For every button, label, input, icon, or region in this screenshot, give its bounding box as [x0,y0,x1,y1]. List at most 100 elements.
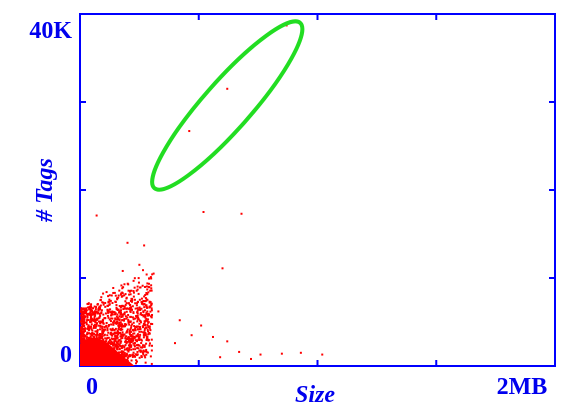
data-point [92,335,95,338]
data-point [96,318,99,321]
data-point [139,286,142,289]
data-point [238,350,241,353]
data-point [120,304,123,307]
data-point [123,283,126,286]
data-point [132,332,135,335]
data-point [83,330,86,333]
data-point [133,337,136,340]
data-point [125,352,128,355]
data-point [100,321,103,324]
data-point [136,307,139,310]
data-point [128,355,131,358]
data-point [130,289,133,292]
data-point [82,312,85,315]
data-point [121,333,124,336]
data-point [129,337,132,340]
data-point [150,322,153,325]
data-point [136,328,139,331]
data-point [107,311,110,314]
data-point [91,313,94,316]
data-point [103,326,106,329]
data-point [91,331,94,334]
data-point [82,315,85,318]
data-point [143,344,146,347]
data-point [221,267,224,270]
data-point [101,301,104,304]
data-point [104,312,107,315]
data-point [145,312,148,315]
data-point [102,303,105,306]
data-point [125,342,128,345]
data-point [145,317,148,320]
data-point [80,310,83,313]
data-point [114,339,117,342]
data-point [92,312,95,315]
data-point [139,349,142,352]
data-point [86,302,89,305]
data-point [114,332,117,335]
data-point [136,333,139,336]
data-point [82,333,85,336]
data-point [129,299,132,302]
data-point [143,309,146,312]
data-point [136,285,139,288]
data-point [141,325,144,328]
data-point [119,328,122,331]
data-point [106,329,109,332]
data-point [107,316,110,319]
data-point [128,293,131,296]
data-point [135,289,138,292]
data-point [123,352,126,355]
data-point [146,310,149,313]
data-point [128,290,131,293]
data-point [113,313,116,316]
data-point [118,326,121,329]
data-point [299,351,302,354]
data-point [132,291,135,294]
data-point [134,302,137,305]
data-point [102,328,105,331]
data-point [128,343,131,346]
data-point [80,331,83,334]
data-point [134,317,137,320]
data-point [109,308,112,311]
data-point [146,320,149,323]
data-point [110,323,113,326]
data-point [106,304,109,307]
data-point [133,342,136,345]
data-point [100,312,103,315]
axes-box [79,13,556,367]
data-point [115,304,118,307]
data-point [87,324,90,327]
data-point [111,301,114,304]
data-point [145,273,148,276]
data-point [143,306,146,309]
data-point [147,330,150,333]
data-point [134,307,137,310]
data-point [131,354,134,357]
data-point [144,319,147,322]
data-point [126,282,129,285]
data-point [280,352,283,355]
data-point [119,293,122,296]
data-point [90,317,93,320]
data-point [122,308,125,311]
data-point [125,340,128,343]
data-point [150,349,153,352]
data-point [111,310,114,313]
data-point [132,295,135,298]
data-point [127,289,130,292]
data-point [151,323,154,326]
data-point [142,303,145,306]
data-point [88,332,91,335]
data-point [124,324,127,327]
data-point [86,327,89,330]
data-point [126,328,129,331]
data-point [143,350,146,353]
data-point [148,342,151,345]
data-point [137,347,140,350]
data-point [103,333,106,336]
data-point [131,335,134,338]
data-point [87,319,90,322]
data-point [86,336,89,339]
